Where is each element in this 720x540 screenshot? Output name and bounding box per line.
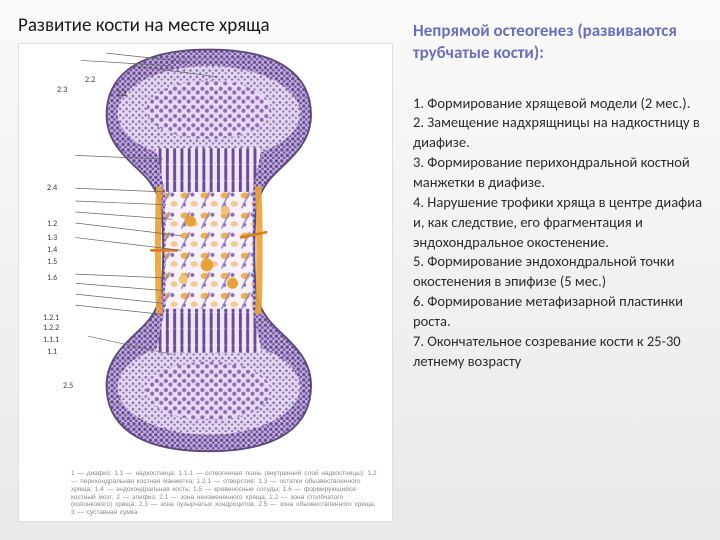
step-line: 3. Формирование перихондральной костной … [413,153,702,193]
callout-label: 1.4 [47,246,57,254]
callout-label: 1.2.1 [43,314,59,322]
callout-label: 2.3 [57,86,67,94]
callout-label: 1.2.2 [43,324,59,332]
callout-label: 1.1.1 [43,336,59,344]
step-line: 7. Окончательное созревание кости к 25-3… [413,332,702,372]
figure-column: Развитие кости на месте хряща [18,14,393,522]
callout-label: 2.2 [85,76,95,84]
heading: Непрямой остеогенез (развиваются трубчат… [413,20,702,64]
text-column: Непрямой остеогенез (развиваются трубчат… [413,14,702,522]
bone-figure: 2.3 2.2 2.1 2.4 1.2 1.3 1.4 1.5 1.6 1.2.1 1.2.2 1.1… [18,43,393,522]
callout-label: 1.5 [47,258,57,266]
steps-list: 1. Формирование хрящевой модели (2 мес.)… [413,94,702,372]
bone-illustration [19,44,393,464]
callout-label: 2.1 [117,90,127,98]
callout-label: 1.3 [47,234,57,242]
slide: Развитие кости на месте хряща [0,0,720,540]
figure-caption: 1 — диафиз; 1.1 — надкостница; 1.1.1 — о… [19,466,386,519]
step-line: 1. Формирование хрящевой модели (2 мес.)… [413,94,702,114]
step-line: 2. Замещение надхрящницы на надкостницу … [413,113,702,153]
step-line: 6. Формирование метафизарной пластинки р… [413,292,702,332]
callout-label: 1.1 [47,348,57,356]
callout-label: 2.4 [47,184,57,192]
callout-label: 1.6 [47,274,57,282]
step-line: 4. Нарушение трофики хряща в центре диаф… [413,193,702,253]
callout-label: 1.2 [47,220,57,228]
figure-title: Развитие кости на месте хряща [18,14,393,37]
callout-label: 2.5 [63,382,73,390]
step-line: 5. Формирование эндохондральной точки ок… [413,252,702,292]
